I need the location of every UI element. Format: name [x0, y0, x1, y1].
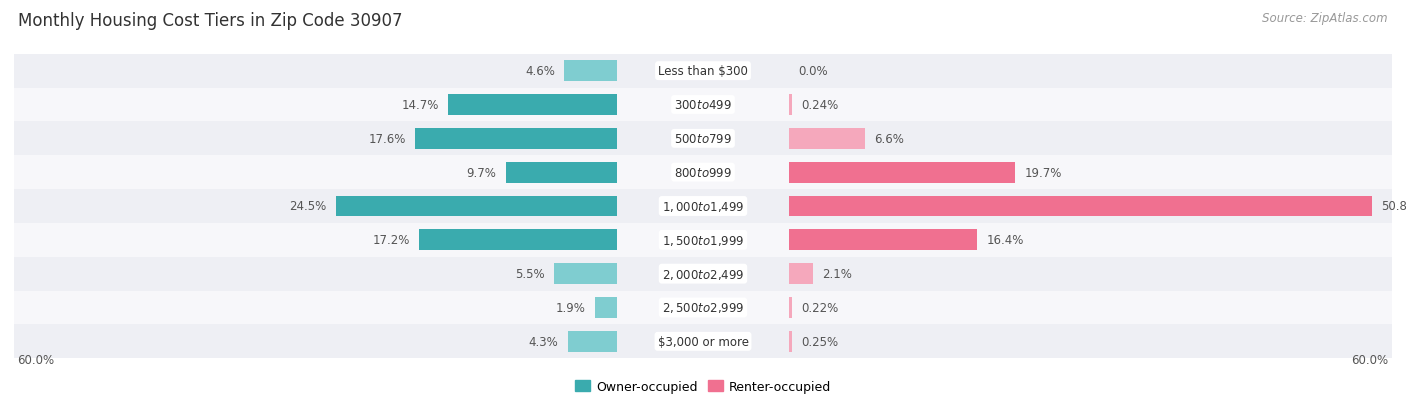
Text: 1.9%: 1.9% [555, 301, 586, 314]
Text: $1,500 to $1,999: $1,500 to $1,999 [662, 233, 744, 247]
Text: 60.0%: 60.0% [1351, 354, 1389, 367]
Bar [14, 291, 1392, 325]
Bar [14, 156, 1392, 190]
Text: 17.6%: 17.6% [368, 133, 405, 145]
Bar [336, 196, 617, 217]
Text: $2,500 to $2,999: $2,500 to $2,999 [662, 301, 744, 315]
Text: 19.7%: 19.7% [1025, 166, 1062, 179]
Text: 14.7%: 14.7% [402, 99, 439, 112]
Bar [789, 297, 792, 318]
Bar [14, 55, 1392, 88]
Bar [595, 297, 617, 318]
Bar [14, 88, 1392, 122]
Text: Source: ZipAtlas.com: Source: ZipAtlas.com [1263, 12, 1388, 25]
Bar [14, 223, 1392, 257]
Bar [789, 263, 813, 285]
Bar [568, 331, 617, 352]
Text: $300 to $499: $300 to $499 [673, 99, 733, 112]
Text: 16.4%: 16.4% [987, 234, 1024, 247]
Text: 0.22%: 0.22% [801, 301, 838, 314]
Bar [564, 61, 617, 82]
Bar [14, 122, 1392, 156]
Text: Monthly Housing Cost Tiers in Zip Code 30907: Monthly Housing Cost Tiers in Zip Code 3… [18, 12, 402, 30]
Legend: Owner-occupied, Renter-occupied: Owner-occupied, Renter-occupied [569, 375, 837, 398]
Bar [554, 263, 617, 285]
Text: 5.5%: 5.5% [515, 268, 544, 280]
Text: $500 to $799: $500 to $799 [673, 133, 733, 145]
Bar [789, 162, 1015, 183]
Text: $1,000 to $1,499: $1,000 to $1,499 [662, 199, 744, 214]
Text: 60.0%: 60.0% [17, 354, 55, 367]
Bar [789, 230, 977, 251]
Bar [419, 230, 617, 251]
Text: 24.5%: 24.5% [290, 200, 326, 213]
Text: $2,000 to $2,499: $2,000 to $2,499 [662, 267, 744, 281]
Bar [14, 257, 1392, 291]
Bar [789, 196, 1372, 217]
Bar [506, 162, 617, 183]
Text: 50.8%: 50.8% [1382, 200, 1406, 213]
Text: $3,000 or more: $3,000 or more [658, 335, 748, 348]
Text: 9.7%: 9.7% [467, 166, 496, 179]
Bar [789, 331, 792, 352]
Bar [415, 128, 617, 150]
Bar [14, 325, 1392, 358]
Text: 6.6%: 6.6% [875, 133, 904, 145]
Text: 0.0%: 0.0% [799, 65, 828, 78]
Text: $800 to $999: $800 to $999 [673, 166, 733, 179]
Text: 4.3%: 4.3% [529, 335, 558, 348]
Text: Less than $300: Less than $300 [658, 65, 748, 78]
Text: 17.2%: 17.2% [373, 234, 411, 247]
Bar [789, 95, 792, 116]
Text: 0.24%: 0.24% [801, 99, 838, 112]
Bar [789, 128, 865, 150]
Text: 2.1%: 2.1% [823, 268, 852, 280]
Text: 0.25%: 0.25% [801, 335, 838, 348]
Text: 4.6%: 4.6% [524, 65, 555, 78]
Bar [449, 95, 617, 116]
Bar [14, 190, 1392, 223]
